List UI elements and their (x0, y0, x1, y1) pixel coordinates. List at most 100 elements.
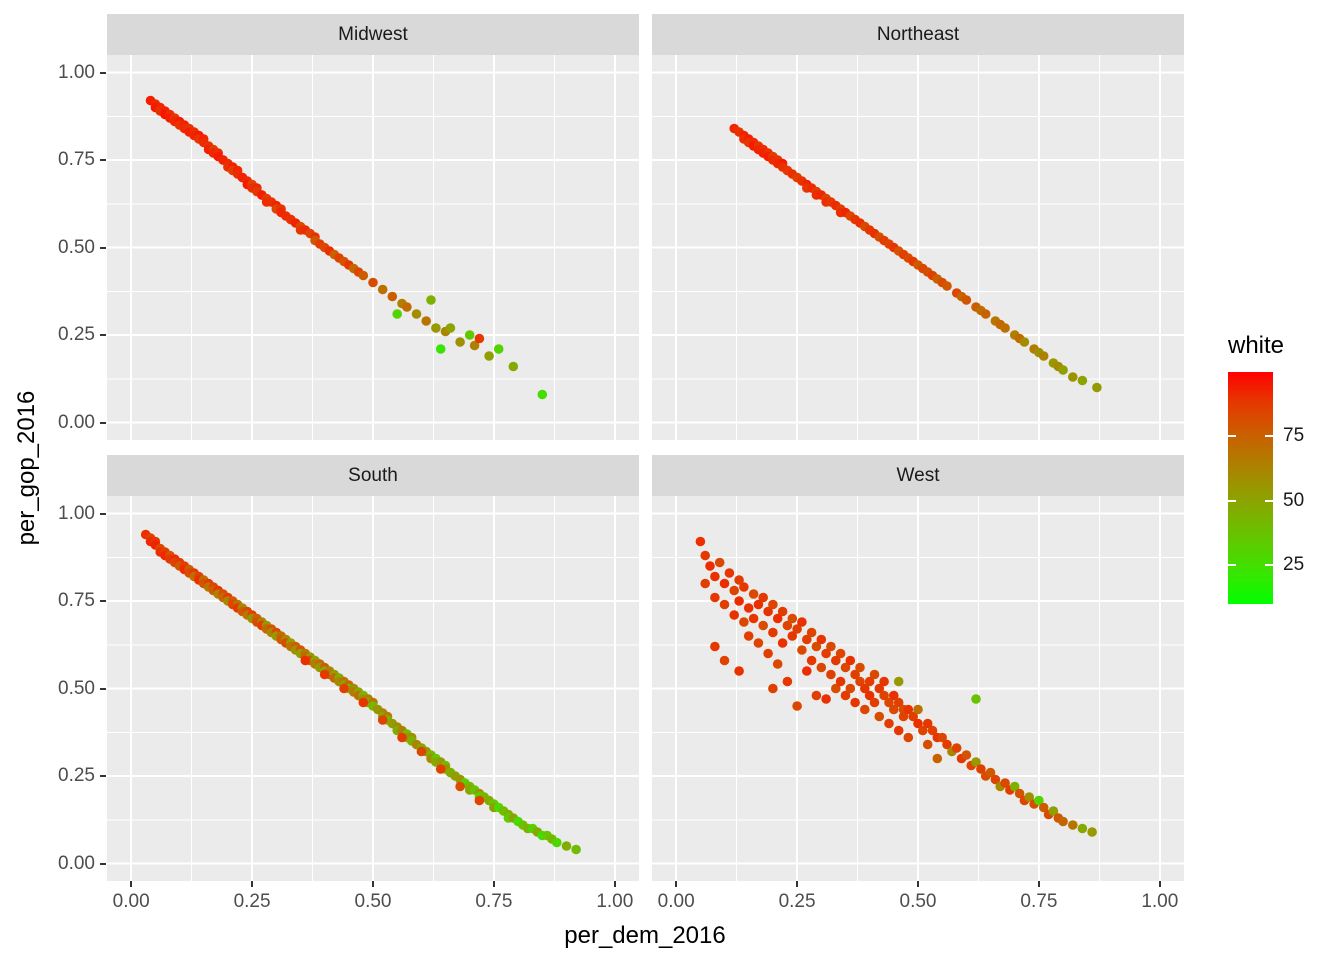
legend-tick-mark (1228, 499, 1236, 502)
data-point (980, 309, 991, 319)
data-point (787, 631, 798, 641)
data-point (840, 662, 851, 673)
data-point (922, 718, 933, 729)
data-point (835, 676, 846, 687)
data-point (913, 718, 923, 729)
data-point (300, 655, 311, 666)
data-point (1000, 323, 1010, 333)
x-tick-mark (1037, 881, 1040, 887)
data-point (1077, 375, 1088, 386)
facet-panel-west (652, 496, 1184, 881)
data-point (806, 627, 817, 638)
data-point (942, 281, 952, 291)
data-point (763, 648, 773, 659)
facet-strip-south: South (107, 455, 639, 496)
data-point (1058, 816, 1068, 827)
y-tick-mark (100, 71, 106, 74)
data-point (797, 645, 807, 655)
y-tick-label: 1.00 (58, 61, 95, 83)
y-tick-label: 0.00 (58, 852, 95, 874)
y-tick-mark (100, 775, 106, 777)
data-point (435, 764, 446, 774)
y-tick-mark (100, 862, 106, 865)
data-point (753, 638, 764, 648)
data-point (571, 844, 581, 855)
data-point (763, 606, 773, 617)
y-tick-label: 0.75 (58, 590, 95, 611)
data-point (1058, 365, 1068, 375)
data-point (734, 596, 744, 606)
data-point (729, 610, 739, 620)
data-point (893, 697, 904, 708)
data-point (879, 690, 889, 701)
data-point (758, 620, 768, 631)
data-point (1000, 778, 1010, 788)
data-point (493, 344, 504, 354)
x-tick-label: 1.00 (596, 891, 634, 912)
data-point (748, 613, 759, 624)
y-tick-mark (100, 159, 106, 161)
x-tick-mark (251, 881, 254, 887)
x-tick-label: 1.00 (1141, 891, 1179, 912)
data-point (377, 284, 388, 295)
facet-label-midwest: Midwest (338, 23, 408, 45)
y-tick-mark (100, 512, 106, 515)
data-point (777, 638, 788, 648)
data-point (971, 757, 981, 767)
points-layer (145, 95, 548, 400)
data-point (806, 655, 817, 666)
data-point (734, 666, 744, 676)
y-tick-label: 0.00 (58, 411, 95, 433)
data-point (411, 309, 422, 319)
data-point (777, 606, 788, 617)
x-tick-label: 0.75 (475, 891, 513, 912)
data-point (971, 694, 981, 704)
y-tick-mark (100, 246, 106, 249)
data-point (942, 739, 952, 750)
data-point (445, 323, 456, 333)
data-point (976, 764, 986, 774)
x-tick-label: 0.25 (778, 891, 816, 912)
data-point (710, 592, 720, 603)
data-point (748, 589, 759, 599)
data-point (1087, 827, 1097, 837)
facet-panel-northeast (652, 55, 1184, 440)
data-point (319, 669, 330, 680)
y-tick-mark (100, 334, 106, 336)
data-point (874, 683, 885, 694)
x-tick-mark (613, 881, 616, 887)
data-point (426, 295, 436, 305)
data-point (821, 694, 831, 704)
legend-tick-mark (1265, 564, 1273, 567)
y-tick-label: 0.75 (58, 149, 95, 170)
data-point (908, 711, 918, 722)
facet-label-south: South (348, 464, 398, 486)
data-point (743, 603, 754, 613)
y-tick-mark (100, 421, 106, 424)
data-point (903, 704, 914, 715)
data-point (484, 351, 494, 361)
data-point (961, 295, 972, 305)
data-point (719, 599, 730, 610)
data-point (782, 676, 793, 687)
data-point (1014, 788, 1025, 799)
data-point (537, 389, 548, 400)
data-point (700, 578, 710, 589)
data-point (845, 683, 856, 694)
data-point (884, 718, 894, 729)
data-point (802, 666, 812, 676)
data-point (421, 316, 432, 326)
facet-label-northeast: Northeast (876, 23, 960, 45)
data-point (772, 659, 783, 669)
data-point (816, 662, 827, 673)
data-point (1077, 823, 1088, 834)
data-point (377, 715, 388, 725)
data-point (889, 690, 899, 701)
y-tick-mark (100, 600, 106, 602)
data-point (893, 725, 904, 736)
data-point (893, 676, 904, 687)
data-point (719, 655, 730, 666)
data-point (826, 669, 836, 680)
facet-panel-midwest (107, 55, 639, 440)
